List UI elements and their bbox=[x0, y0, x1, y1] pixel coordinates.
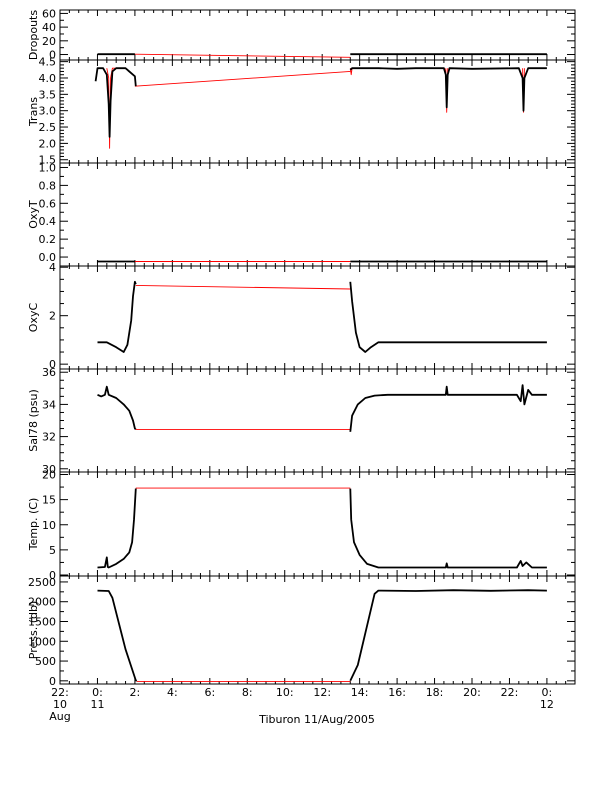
x-tick-label: 18: bbox=[426, 686, 444, 699]
y-tick-label: 0.6 bbox=[39, 197, 57, 210]
series-group bbox=[94, 67, 547, 149]
y-tick-label: 0.0 bbox=[39, 251, 57, 264]
x-tick-label: 8: bbox=[242, 686, 253, 699]
interpolated-series-line bbox=[349, 68, 353, 76]
x-tick-label: 11 bbox=[90, 698, 104, 711]
y-tick-label: 2000 bbox=[28, 596, 56, 609]
y-tick-label: 1000 bbox=[28, 635, 56, 648]
y-tick-label: 4.0 bbox=[39, 72, 57, 85]
y-axis-label: Dropouts bbox=[27, 10, 40, 60]
x-tick-label: 2: bbox=[130, 686, 141, 699]
y-tick-label: 2.5 bbox=[39, 121, 57, 134]
y-tick-label: 4.5 bbox=[39, 56, 57, 69]
y-tick-label: 500 bbox=[35, 655, 56, 668]
series-group bbox=[97, 53, 547, 58]
y-tick-label: 15 bbox=[42, 494, 56, 507]
x-tick-label: 22: bbox=[501, 686, 519, 699]
x-tick-label: 14: bbox=[351, 686, 369, 699]
measured-series-line bbox=[97, 385, 137, 431]
series-group bbox=[97, 280, 547, 353]
measured-series-line bbox=[349, 384, 547, 432]
interpolated-series-line bbox=[134, 53, 351, 58]
y-axis-label: Press. (db) bbox=[27, 601, 40, 660]
y-tick-label: 3.0 bbox=[39, 105, 57, 118]
measured-series-line bbox=[349, 281, 547, 353]
interpolated-series-line bbox=[134, 70, 351, 87]
y-tick-label: 2 bbox=[49, 310, 56, 323]
y-tick-label: 34 bbox=[42, 398, 56, 411]
y-tick-label: 1.5 bbox=[39, 154, 57, 167]
y-axis-label: OxyT bbox=[27, 200, 40, 229]
x-tick-label: 10: bbox=[276, 686, 294, 699]
x-tick-label: 6: bbox=[204, 686, 215, 699]
y-tick-label: 3.5 bbox=[39, 88, 57, 101]
measured-series-line bbox=[97, 488, 137, 569]
x-tick-label: 0: bbox=[542, 686, 553, 699]
panel-frame bbox=[59, 265, 576, 370]
panel-2: 1.5 2.0 2.5 3.0 3.5 4.0 4.5 Trans bbox=[27, 56, 576, 167]
y-tick-label: 20 bbox=[42, 35, 56, 48]
y-tick-label: 4 bbox=[49, 261, 56, 274]
y-axis-label: Sal78 (psu) bbox=[27, 389, 40, 452]
y-tick-label: 36 bbox=[42, 366, 56, 379]
y-tick-label: 32 bbox=[42, 431, 56, 444]
series-group bbox=[97, 487, 547, 569]
y-tick-label: 0.4 bbox=[39, 215, 57, 228]
measured-series-line bbox=[349, 67, 547, 112]
measured-series-line bbox=[349, 488, 547, 569]
panel-frame bbox=[59, 471, 576, 577]
panel-frame bbox=[59, 575, 576, 685]
measured-series-line bbox=[349, 589, 547, 682]
y-tick-label: 20 bbox=[42, 469, 56, 482]
y-axis-label: Temp. (C) bbox=[27, 498, 40, 552]
x-tick-label: 10 bbox=[53, 698, 67, 711]
y-tick-label: 0 bbox=[49, 49, 56, 62]
figure-caption: Tiburon 11/Aug/2005 bbox=[258, 713, 375, 726]
panel-frame bbox=[59, 9, 576, 61]
x-tick-label: 16: bbox=[388, 686, 406, 699]
y-tick-label: 1500 bbox=[28, 615, 56, 628]
series-group bbox=[97, 589, 547, 683]
measured-series-line bbox=[97, 280, 137, 353]
y-tick-label: 2.0 bbox=[39, 137, 57, 150]
y-tick-label: 0 bbox=[49, 675, 56, 688]
panel-3: 0.0 0.2 0.4 0.6 0.8 1.0 OxyT bbox=[27, 161, 576, 267]
interpolated-series-line bbox=[135, 284, 351, 290]
y-tick-label: 0 bbox=[49, 358, 56, 371]
x-tick-label: 4: bbox=[167, 686, 178, 699]
y-tick-label: 40 bbox=[42, 21, 56, 34]
y-tick-label: 30 bbox=[42, 463, 56, 476]
y-tick-label: 10 bbox=[42, 519, 56, 532]
panel-frame bbox=[59, 59, 576, 164]
y-tick-label: 0.2 bbox=[39, 233, 57, 246]
measured-series-line bbox=[94, 67, 137, 138]
panel-frame bbox=[59, 162, 576, 267]
panel-7: 0 500 1000 1500 2000 2500 Press. (db) bbox=[27, 575, 576, 688]
y-tick-label: 0.8 bbox=[39, 179, 57, 192]
x-tick-label: 20: bbox=[463, 686, 481, 699]
y-tick-label: 1.0 bbox=[39, 161, 57, 174]
panel-4: 0 2 4 OxyC bbox=[27, 261, 576, 371]
x-tick-label: 12: bbox=[313, 686, 331, 699]
y-axis-label: Trans bbox=[27, 97, 40, 127]
x-tick-label: 22: bbox=[51, 686, 69, 699]
x-tick-label: 12 bbox=[540, 698, 554, 711]
y-axis-label: OxyC bbox=[27, 303, 40, 333]
y-tick-label: 2500 bbox=[28, 576, 56, 589]
y-tick-label: 5 bbox=[49, 544, 56, 557]
measured-series-line bbox=[97, 589, 138, 682]
panel-6: 0 5 10 15 20 Temp. (C) bbox=[27, 469, 576, 582]
panel-frame bbox=[59, 368, 576, 473]
x-tick-label: 0: bbox=[92, 686, 103, 699]
series-group bbox=[97, 384, 547, 432]
y-tick-label: 60 bbox=[42, 7, 56, 20]
y-tick-label: 0 bbox=[49, 569, 56, 582]
x-tick-label: Aug bbox=[49, 710, 70, 723]
